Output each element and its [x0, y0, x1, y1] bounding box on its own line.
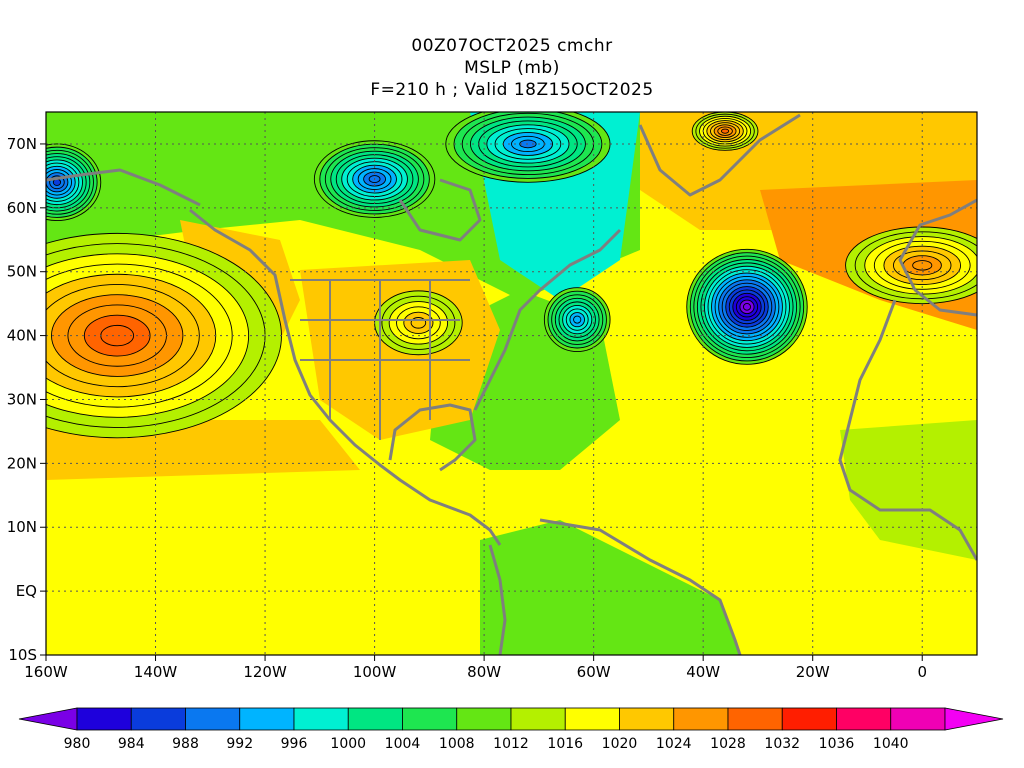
colorbar-label-1032: 1032 [764, 736, 800, 752]
colorbar-label-1028: 1028 [710, 736, 746, 752]
colorbar-swatch-9 [564, 707, 620, 731]
lat-label-60N: 60N [7, 199, 37, 217]
colorbar-label-996: 996 [281, 736, 308, 752]
axes: 160W 140W 120W 100W 80W 60W 40W 20W 0 70N 60N 50N 40… [7, 135, 927, 681]
colorbar-swatch-7 [456, 707, 512, 731]
colorbar-label-1004: 1004 [385, 736, 421, 752]
hudson-bay-coast [398, 178, 482, 242]
colorbar-swatch-5 [347, 707, 403, 731]
lat-label-10N: 10N [7, 518, 37, 536]
nova-scotia-low [543, 287, 611, 353]
plot-frame [45, 111, 978, 656]
lon-label-120W: 120W [243, 663, 287, 681]
lat-label-10S: 10S [8, 646, 37, 664]
lat-label-50N: 50N [7, 263, 37, 281]
colorbar-label-984: 984 [118, 736, 145, 752]
colorbar-swatch-14 [836, 707, 892, 731]
title-line-1: 00Z07OCT2025 cmchr [411, 36, 613, 56]
lat-label-40N: 40N [7, 327, 37, 345]
lon-label-160W: 160W [24, 663, 68, 681]
coastlines [46, 113, 977, 655]
colorbar-swatch-13 [781, 707, 837, 731]
colorbar-swatch-6 [402, 707, 458, 731]
pacific-high-contour-9 [100, 324, 135, 347]
africa-field [840, 420, 977, 560]
pressure-field [46, 112, 977, 655]
lon-label-80W: 80W [467, 663, 501, 681]
gulf-coast [388, 403, 477, 472]
greenland-high [691, 112, 759, 151]
nova-scotia-low-contour-8 [573, 315, 582, 324]
us-state-lines [290, 279, 470, 440]
europe-high [845, 226, 977, 305]
atlantic-low [686, 248, 808, 365]
lon-label-20W: 20W [796, 663, 830, 681]
colorbar-label-980: 980 [64, 736, 91, 752]
colorbar-label-1008: 1008 [439, 736, 475, 752]
colorbar-swatch-2 [185, 707, 241, 731]
lon-label-60W: 60W [577, 663, 611, 681]
africa-coast [838, 299, 977, 561]
colorbar-label-1020: 1020 [602, 736, 638, 752]
colorbar-label-1000: 1000 [330, 736, 366, 752]
lon-label-40W: 40W [686, 663, 720, 681]
colorbar-swatch-3 [239, 707, 295, 731]
lat-label-70N: 70N [7, 135, 37, 153]
colorbar-swatch-15 [890, 707, 946, 731]
lon-label-140W: 140W [134, 663, 178, 681]
colorbar-label-1024: 1024 [656, 736, 692, 752]
alaska-coast [46, 168, 201, 207]
lat-label-EQ: EQ [16, 582, 37, 600]
colorbar-under-triangle [18, 707, 78, 731]
colorbar-swatch-0 [76, 707, 132, 731]
colorbar-label-1012: 1012 [493, 736, 529, 752]
title-line-3: F=210 h ; Valid 18Z15OCT2025 [370, 80, 654, 100]
colorbar: 980 984 988 992 996 1000 1004 1008 1012 1016 1020 1… [18, 707, 1004, 752]
greenland-high-contour-8 [720, 128, 730, 134]
atlantic-low-contour-16 [742, 303, 751, 311]
colorbar-over-triangle [944, 707, 1004, 731]
title-line-2: MSLP (mb) [464, 58, 560, 78]
colorbar-swatch-4 [293, 707, 349, 731]
colorbar-label-992: 992 [226, 736, 253, 752]
lat-lon-grid [46, 112, 977, 655]
us-high [374, 290, 463, 356]
colorbar-swatch-11 [673, 707, 729, 731]
colorbar-label-1016: 1016 [547, 736, 583, 752]
south-america-field [480, 520, 740, 655]
colorbar-label-988: 988 [172, 736, 199, 752]
lon-label-100W: 100W [353, 663, 397, 681]
alaska-low [46, 143, 102, 222]
colorbar-swatch-8 [510, 707, 566, 731]
colorbar-swatch-12 [727, 707, 783, 731]
colorbar-label-1036: 1036 [819, 736, 855, 752]
europe-high-contour-7 [912, 260, 933, 271]
europe-coast [898, 198, 977, 317]
south-america-coast [488, 518, 742, 655]
lat-label-20N: 20N [7, 454, 37, 472]
colorbar-label-1040: 1040 [873, 736, 909, 752]
colorbar-swatch-1 [130, 707, 186, 731]
lon-label-0: 0 [917, 663, 927, 681]
greenland-coast [638, 113, 801, 197]
pacific-high [46, 232, 282, 439]
lat-label-30N: 30N [7, 390, 37, 408]
us-east-coast [473, 228, 622, 411]
colorbar-swatch-10 [619, 707, 675, 731]
